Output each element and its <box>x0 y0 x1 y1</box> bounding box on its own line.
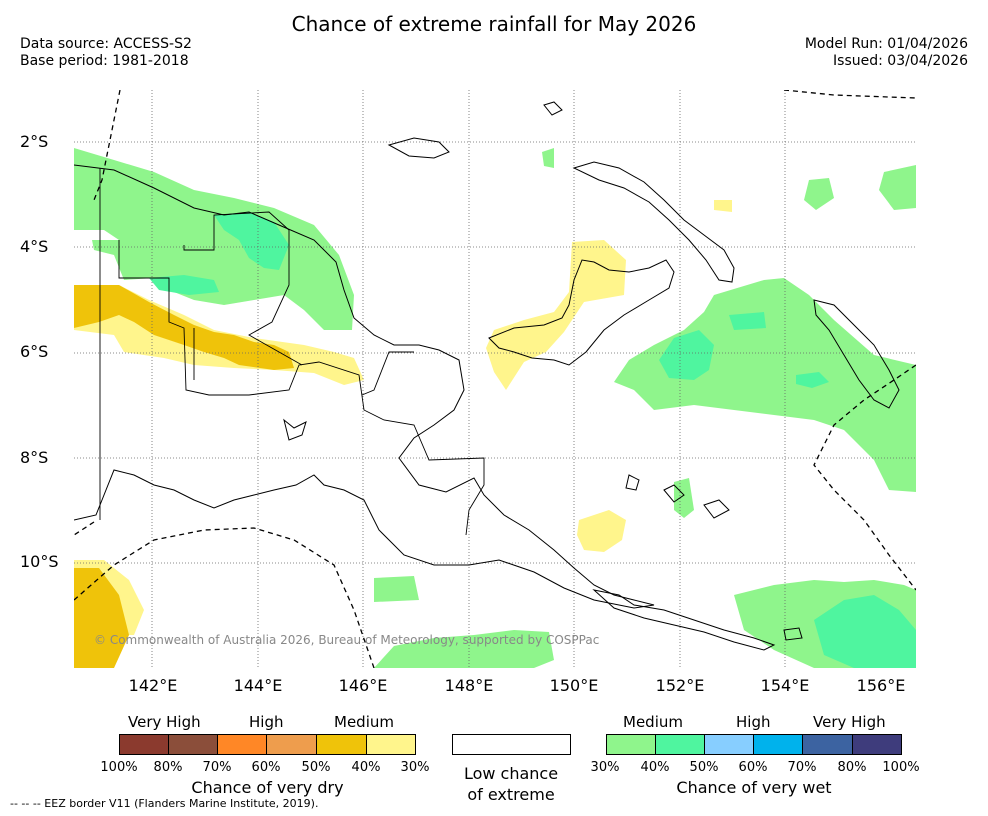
lon-label: 148°E <box>444 676 494 695</box>
dry-level-very-high: Very High <box>128 713 201 731</box>
wet-swatch <box>655 734 705 755</box>
lon-label: 144°E <box>233 676 283 695</box>
wet-swatch <box>704 734 754 755</box>
bougainville-coast <box>813 299 900 409</box>
lat-label: 10°S <box>20 552 59 571</box>
dry-pct-label: 50% <box>301 760 331 775</box>
wet-level-very-high: Very High <box>813 713 886 731</box>
model-run-text: Model Run: 01/04/2026 <box>804 36 968 52</box>
lon-label: 146°E <box>338 676 388 695</box>
dry-pct-label: 70% <box>202 760 232 775</box>
wet-swatch <box>753 734 803 755</box>
lat-label: 4°S <box>20 237 49 256</box>
wet-pct-label: 100% <box>882 760 920 775</box>
dry-swatch <box>366 734 416 755</box>
borders <box>99 168 485 536</box>
dry-pct-label: 80% <box>153 760 183 775</box>
wet-high-areas <box>149 212 916 668</box>
lon-label: 142°E <box>128 676 178 695</box>
dry-high-areas <box>74 285 294 668</box>
coastlines <box>74 101 900 651</box>
dry-swatch <box>266 734 317 755</box>
new-guinea-coast <box>74 164 655 609</box>
wet-swatch <box>802 734 853 755</box>
low-chance-line-1: Low chance <box>463 764 559 783</box>
dentrecasteaux-islands <box>625 474 730 519</box>
lat-label: 6°S <box>20 342 49 361</box>
low-chance-line-2: of extreme <box>467 785 555 804</box>
copyright-text: © Commonwealth of Australia 2026, Bureau… <box>94 633 600 647</box>
louisiade-islands <box>592 589 776 651</box>
trobriand-island <box>783 627 803 641</box>
dry-swatch <box>168 734 218 755</box>
map-title: Chance of extreme rainfall for May 2026 <box>291 12 697 36</box>
low-chance-swatch <box>452 734 571 755</box>
rainfall-map <box>74 90 916 668</box>
wet-level-medium: Medium <box>623 713 683 731</box>
lon-label: 156°E <box>856 676 906 695</box>
wet-pct-label: 60% <box>738 760 768 775</box>
wet-pct-label: 30% <box>590 760 620 775</box>
dry-pct-label: 30% <box>400 760 430 775</box>
dry-swatch <box>119 734 169 755</box>
lat-label: 8°S <box>20 448 49 467</box>
dry-swatch <box>316 734 367 755</box>
wet-legend-title: Chance of very wet <box>676 778 832 797</box>
lon-label: 152°E <box>655 676 705 695</box>
new-ireland-coast <box>572 161 735 283</box>
eez-note: -- -- -- EEZ border V11 (Flanders Marine… <box>10 797 319 810</box>
data-source-text: Data source: ACCESS-S2 <box>20 36 192 52</box>
lon-label: 154°E <box>760 676 810 695</box>
wet-swatch <box>852 734 902 755</box>
province-borders <box>118 211 485 536</box>
dry-pct-label: 100% <box>100 760 138 775</box>
wet-level-high: High <box>736 713 771 731</box>
new-britain-coast <box>488 259 675 366</box>
dry-pct-label: 60% <box>251 760 281 775</box>
wet-pct-label: 70% <box>787 760 817 775</box>
eez-borders <box>74 90 916 668</box>
fly-river-islands <box>283 418 307 441</box>
graticule <box>74 90 916 668</box>
new-hanover-coast <box>387 137 450 159</box>
dry-level-high: High <box>249 713 284 731</box>
lat-label: 2°S <box>20 132 49 151</box>
issued-text: Issued: 03/04/2026 <box>833 53 968 69</box>
manus-island <box>543 101 563 116</box>
meta-right: Model Run: 01/04/2026 Issued: 03/04/2026 <box>805 36 968 70</box>
base-period-text: Base period: 1981-2018 <box>20 53 189 69</box>
dry-level-medium: Medium <box>334 713 394 731</box>
dry-pct-label: 40% <box>351 760 381 775</box>
meta-left: Data source: ACCESS-S2 Base period: 1981… <box>20 36 192 70</box>
wet-pct-label: 40% <box>640 760 670 775</box>
dry-legend-title: Chance of very dry <box>191 778 344 797</box>
wet-pct-label: 80% <box>837 760 867 775</box>
lon-label: 150°E <box>549 676 599 695</box>
wet-pct-label: 50% <box>689 760 719 775</box>
dry-swatch <box>217 734 267 755</box>
wet-swatch <box>606 734 656 755</box>
low-chance-label: Low chance of extreme <box>431 763 591 805</box>
